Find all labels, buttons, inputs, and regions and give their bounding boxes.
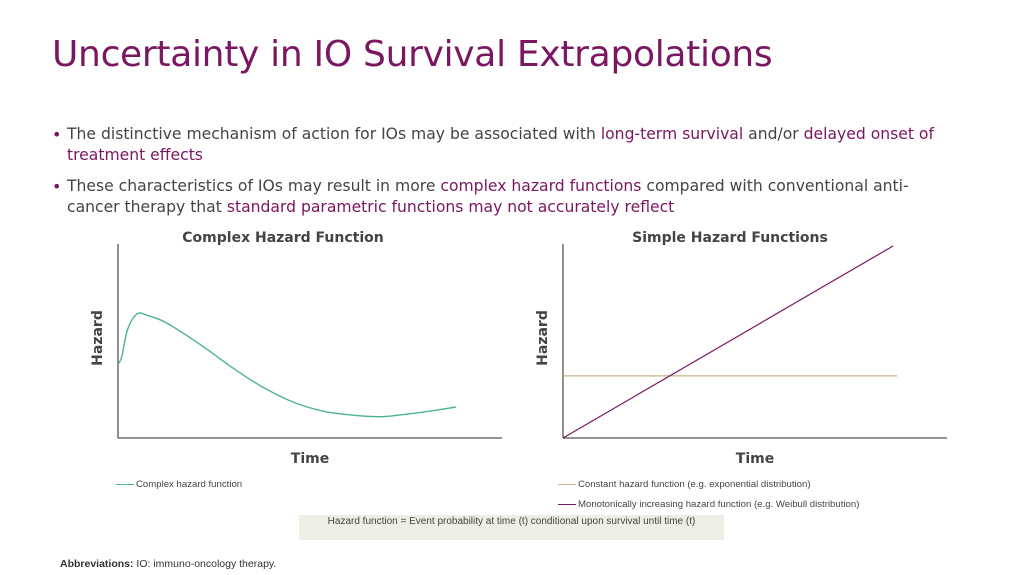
chart-title: Simple Hazard Functions — [632, 230, 828, 246]
legend-label: Monotonically increasing hazard function… — [578, 499, 860, 510]
legend-item-complex: Complex hazard function — [116, 479, 242, 490]
abbreviations-footnote: Abbreviations: IO: immuno-oncology thera… — [60, 558, 276, 570]
series-line-complex — [117, 312, 457, 418]
bullet-item: The distinctive mechanism of action for … — [52, 124, 957, 166]
legend-item-constant: Constant hazard function (e.g. exponenti… — [558, 479, 811, 490]
legend-label: Constant hazard function (e.g. exponenti… — [578, 479, 811, 490]
bullet-text: The distinctive mechanism of action for … — [67, 125, 601, 143]
simple-hazard-chart: Simple Hazard Functions Hazard Time — [535, 230, 947, 467]
bullet-highlight: standard parametric functions may not ac… — [226, 198, 675, 216]
slide-title: Uncertainty in IO Survival Extrapolation… — [52, 34, 773, 75]
abbreviations-text: IO: immuno-oncology therapy. — [133, 558, 277, 570]
complex-hazard-chart: Complex Hazard Function Hazard Time — [90, 230, 502, 467]
x-axis-label: Time — [291, 451, 329, 467]
legend-swatch — [558, 484, 576, 485]
series-line-increasing — [562, 245, 894, 439]
x-axis-label: Time — [736, 451, 774, 467]
bullet-list: The distinctive mechanism of action for … — [52, 124, 957, 228]
y-axis-label: Hazard — [90, 310, 106, 366]
bullet-highlight: delayed onset of treatment effects — [67, 125, 934, 164]
legend-label: Complex hazard function — [136, 479, 243, 490]
y-axis-label: Hazard — [535, 310, 551, 366]
legend-swatch — [558, 504, 576, 505]
bullet-highlight: complex hazard functions — [440, 177, 642, 195]
bullet-highlight: long-term survival — [600, 125, 744, 143]
bullet-text: and/or — [743, 125, 804, 143]
bullet-text: These characteristics of IOs may result … — [67, 177, 441, 195]
bullet-item: These characteristics of IOs may result … — [52, 176, 957, 218]
legend-item-increasing: Monotonically increasing hazard function… — [558, 499, 859, 510]
bullet-text: compared with conventional anti-cancer t… — [67, 177, 909, 216]
abbreviations-label: Abbreviations: — [60, 558, 134, 570]
legend-swatch — [116, 484, 134, 485]
chart-title: Complex Hazard Function — [182, 230, 383, 246]
hazard-definition-box: Hazard function = Event probability at t… — [299, 515, 724, 540]
